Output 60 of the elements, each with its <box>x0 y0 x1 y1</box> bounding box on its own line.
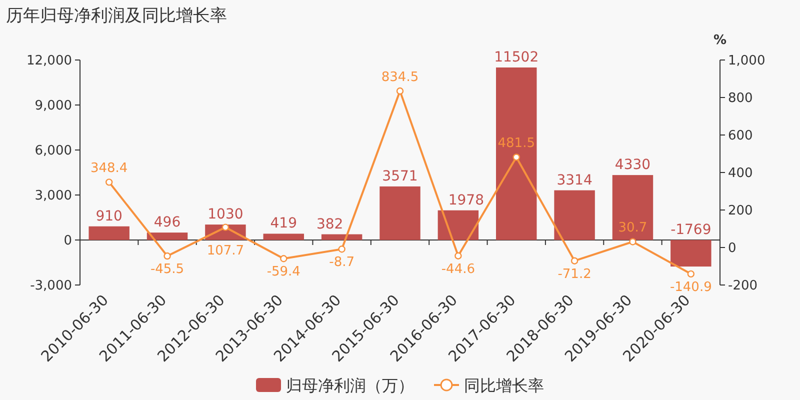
legend-label: 同比增长率 <box>464 376 544 395</box>
bar <box>670 240 712 267</box>
data-label: -44.6 <box>441 262 475 277</box>
point <box>222 224 230 231</box>
data-label: 419 <box>270 216 298 232</box>
y2-tick-label: 1,000 <box>728 54 766 68</box>
point <box>512 154 520 161</box>
data-label: 107.7 <box>206 243 244 258</box>
legend-label: 归母净利润（万） <box>286 376 414 395</box>
data-label: 3571 <box>382 168 418 184</box>
bar <box>321 234 362 240</box>
y-tick-label: -3,000 <box>30 278 72 294</box>
y-tick-label: 6,000 <box>34 144 72 158</box>
point <box>164 252 171 260</box>
data-label: 910 <box>96 208 122 224</box>
y2-axis-title: % <box>713 33 727 48</box>
data-label: 348.4 <box>90 161 128 176</box>
data-label: 1030 <box>208 206 244 223</box>
y-tick-label: 12,000 <box>26 54 72 68</box>
data-label: 30.7 <box>618 220 648 236</box>
data-label: -8.7 <box>329 255 355 270</box>
y2-tick-label: 400 <box>728 166 753 181</box>
y-tick-label: 3,000 <box>34 188 72 204</box>
point <box>687 270 695 278</box>
y-tick-label: 0 <box>64 234 72 248</box>
data-label: 834.5 <box>381 70 419 86</box>
chart-title: 历年归母净利润及同比增长率 <box>6 6 227 26</box>
point <box>570 257 578 264</box>
point <box>396 87 404 95</box>
data-label: 496 <box>154 214 181 231</box>
bar <box>438 210 479 240</box>
data-label: 3314 <box>556 172 592 188</box>
point <box>338 246 346 253</box>
bar <box>612 175 654 240</box>
data-label: -71.2 <box>558 266 592 282</box>
data-label: 1978 <box>448 192 484 208</box>
point <box>105 178 113 186</box>
point <box>629 238 636 246</box>
y2-tick-label: 600 <box>728 128 753 144</box>
data-label: 382 <box>316 216 344 232</box>
bar <box>380 186 420 240</box>
data-label: 481.5 <box>498 136 535 152</box>
y2-tick-label: 800 <box>728 91 753 106</box>
data-label: -59.4 <box>266 264 300 280</box>
point <box>280 255 288 262</box>
bar <box>496 67 537 240</box>
bar <box>554 190 595 240</box>
y-tick-label: 9,000 <box>34 98 72 114</box>
y2-tick-label: 0 <box>728 241 736 256</box>
data-label: -1769 <box>670 222 712 238</box>
data-label: 4330 <box>614 157 651 174</box>
bar <box>88 226 130 240</box>
y2-tick-label: -200 <box>728 278 758 294</box>
data-label: -45.5 <box>150 262 184 278</box>
bar <box>146 232 188 240</box>
y2-tick-label: 200 <box>728 204 753 218</box>
bar <box>263 234 304 240</box>
point <box>454 252 462 260</box>
data-label: 11502 <box>494 49 539 66</box>
data-label: -140.9 <box>670 280 712 295</box>
